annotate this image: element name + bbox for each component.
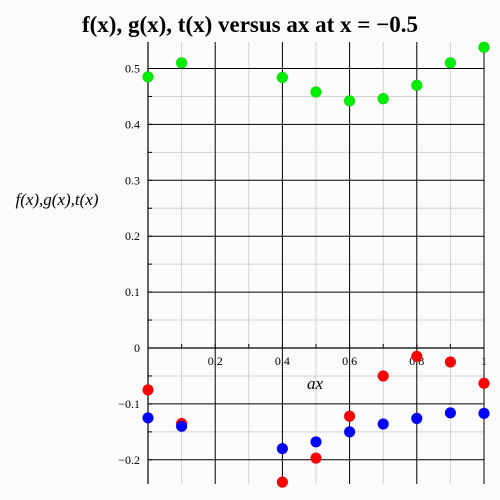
data-point (276, 476, 289, 488)
data-point (444, 57, 457, 69)
tick-labels: 0.20.40.60.81−0.2−0.100.10.20.30.40.5 (118, 62, 487, 467)
data-point (142, 71, 154, 83)
data-point (310, 452, 322, 464)
chart-title: f(x), g(x), t(x) versus ax at x = −0.5 (82, 12, 418, 37)
data-point (377, 92, 390, 105)
y-tick-label: −0.2 (118, 453, 140, 467)
data-point (444, 356, 457, 368)
x-tick-label: 0.6 (342, 354, 357, 368)
data-point (276, 442, 289, 455)
x-tick-label: 0.4 (275, 354, 290, 368)
data-point (175, 57, 188, 69)
minor-gridlines (148, 42, 484, 484)
x-axis-label: ax (307, 374, 324, 393)
data-point (444, 407, 457, 419)
y-tick-label: 0.1 (125, 285, 140, 299)
y-tick-label: 0.3 (125, 173, 140, 187)
data-point (310, 86, 322, 98)
data-point (410, 350, 423, 363)
data-points (142, 41, 490, 488)
data-point (410, 412, 423, 425)
data-point (478, 377, 490, 390)
data-point (175, 420, 188, 433)
data-point (343, 426, 356, 438)
data-point (343, 95, 356, 107)
axes (147, 42, 485, 484)
y-tick-label: 0.5 (125, 62, 140, 76)
data-point (478, 407, 490, 420)
data-point (478, 41, 490, 54)
y-axis-label: f(x),g(x),t(x) (15, 190, 98, 209)
y-tick-label: 0.2 (125, 229, 140, 243)
data-point (276, 71, 289, 84)
y-tick-label: 0.4 (125, 117, 140, 131)
data-point (410, 79, 423, 92)
data-point (377, 370, 390, 382)
y-tick-label: 0 (134, 341, 140, 355)
data-point (310, 436, 322, 448)
data-point (343, 410, 356, 422)
x-tick-label: 1 (481, 354, 487, 368)
data-point (142, 384, 154, 396)
data-point (377, 418, 390, 430)
y-tick-label: −0.1 (118, 397, 140, 411)
data-point (142, 412, 154, 424)
x-tick-label: 0.2 (208, 354, 223, 368)
